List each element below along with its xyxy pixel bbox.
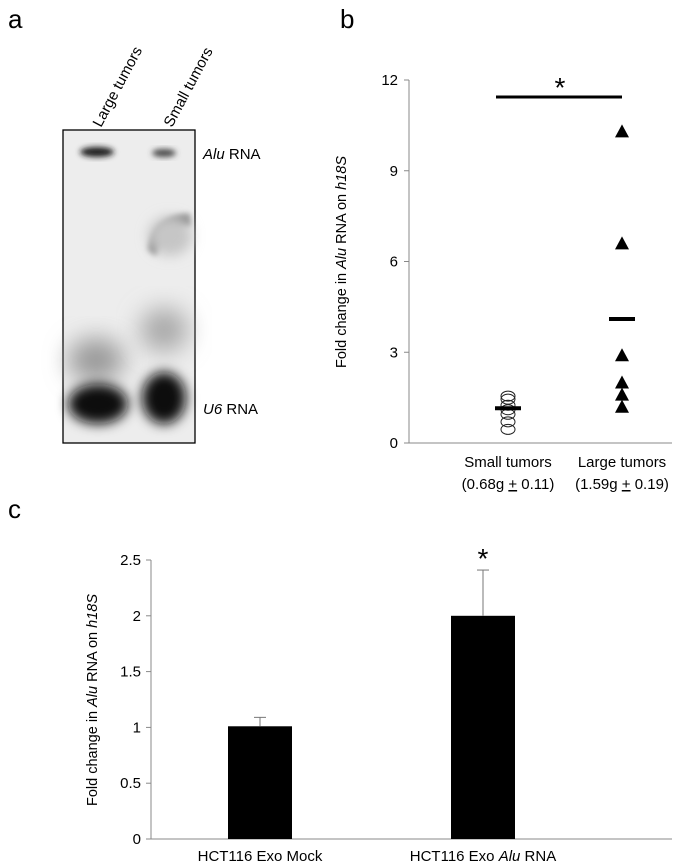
y-axis-label: Fold change in Alu RNA on h18S [334, 156, 350, 368]
lane-label-small: Small tumors [161, 45, 217, 130]
bar-chart: Fold change in Alu RNA on h18S 0 0.5 1 1.5 2… [85, 543, 672, 865]
y-tick-label: 3 [390, 344, 398, 361]
bar [451, 615, 515, 839]
y-tick-label: 2 [133, 608, 141, 625]
category-label-alu: HCT116 Exo Alu RNA [410, 848, 556, 865]
y-tick-label: 9 [390, 163, 398, 180]
panel-label-c: c [8, 494, 21, 524]
panel-label-b: b [340, 4, 354, 34]
y-tick-label: 12 [381, 72, 398, 89]
y-tick-label: 6 [390, 254, 398, 271]
bar [228, 726, 292, 839]
y-tick-label: 0 [133, 831, 141, 848]
category-label-large: Large tumors [578, 454, 666, 471]
significance-asterisk: * [478, 543, 489, 574]
blot-smears [68, 213, 192, 382]
band-alu-small [152, 149, 176, 157]
band-label-u6: U6 RNA [203, 401, 258, 418]
lane-label-large: Large tumors [90, 44, 146, 130]
data-point-large-tumor [615, 387, 629, 401]
data-point-large-tumor [615, 124, 629, 138]
y-tick-label: 1 [133, 719, 141, 736]
data-point-large-tumor [615, 399, 629, 413]
y-tick-label: 1.5 [120, 664, 141, 681]
panel-label-a: a [8, 4, 23, 34]
category-sub-small: (0.68g + 0.11) [462, 476, 555, 493]
band-alu-large [80, 147, 114, 157]
data-point-small-tumor [500, 390, 516, 402]
blot-panel: Large tumors Small tumors Alu RNA U6 RNA [62, 44, 261, 444]
category-label-small: Small tumors [464, 454, 552, 471]
y-tick-label: 2.5 [120, 552, 141, 569]
y-axis-label: Fold change in Alu RNA on h18S [85, 594, 101, 806]
data-point-large-tumor [615, 375, 629, 389]
significance-asterisk: * [555, 72, 566, 103]
data-point-large-tumor [615, 348, 629, 362]
category-sub-large: (1.59g + 0.19) [575, 476, 669, 493]
y-tick-label: 0.5 [120, 775, 141, 792]
data-point-small-tumor [500, 416, 516, 428]
band-label-alu: Alu RNA [202, 146, 261, 163]
data-point-small-tumor [500, 393, 516, 405]
y-tick-label: 0 [390, 435, 398, 452]
data-point-small-tumor [500, 423, 516, 435]
band-u6-small [142, 372, 186, 424]
band-u6-large [68, 384, 128, 424]
data-point-large-tumor [615, 236, 629, 250]
category-label-mock: HCT116 Exo Mock [198, 848, 323, 865]
